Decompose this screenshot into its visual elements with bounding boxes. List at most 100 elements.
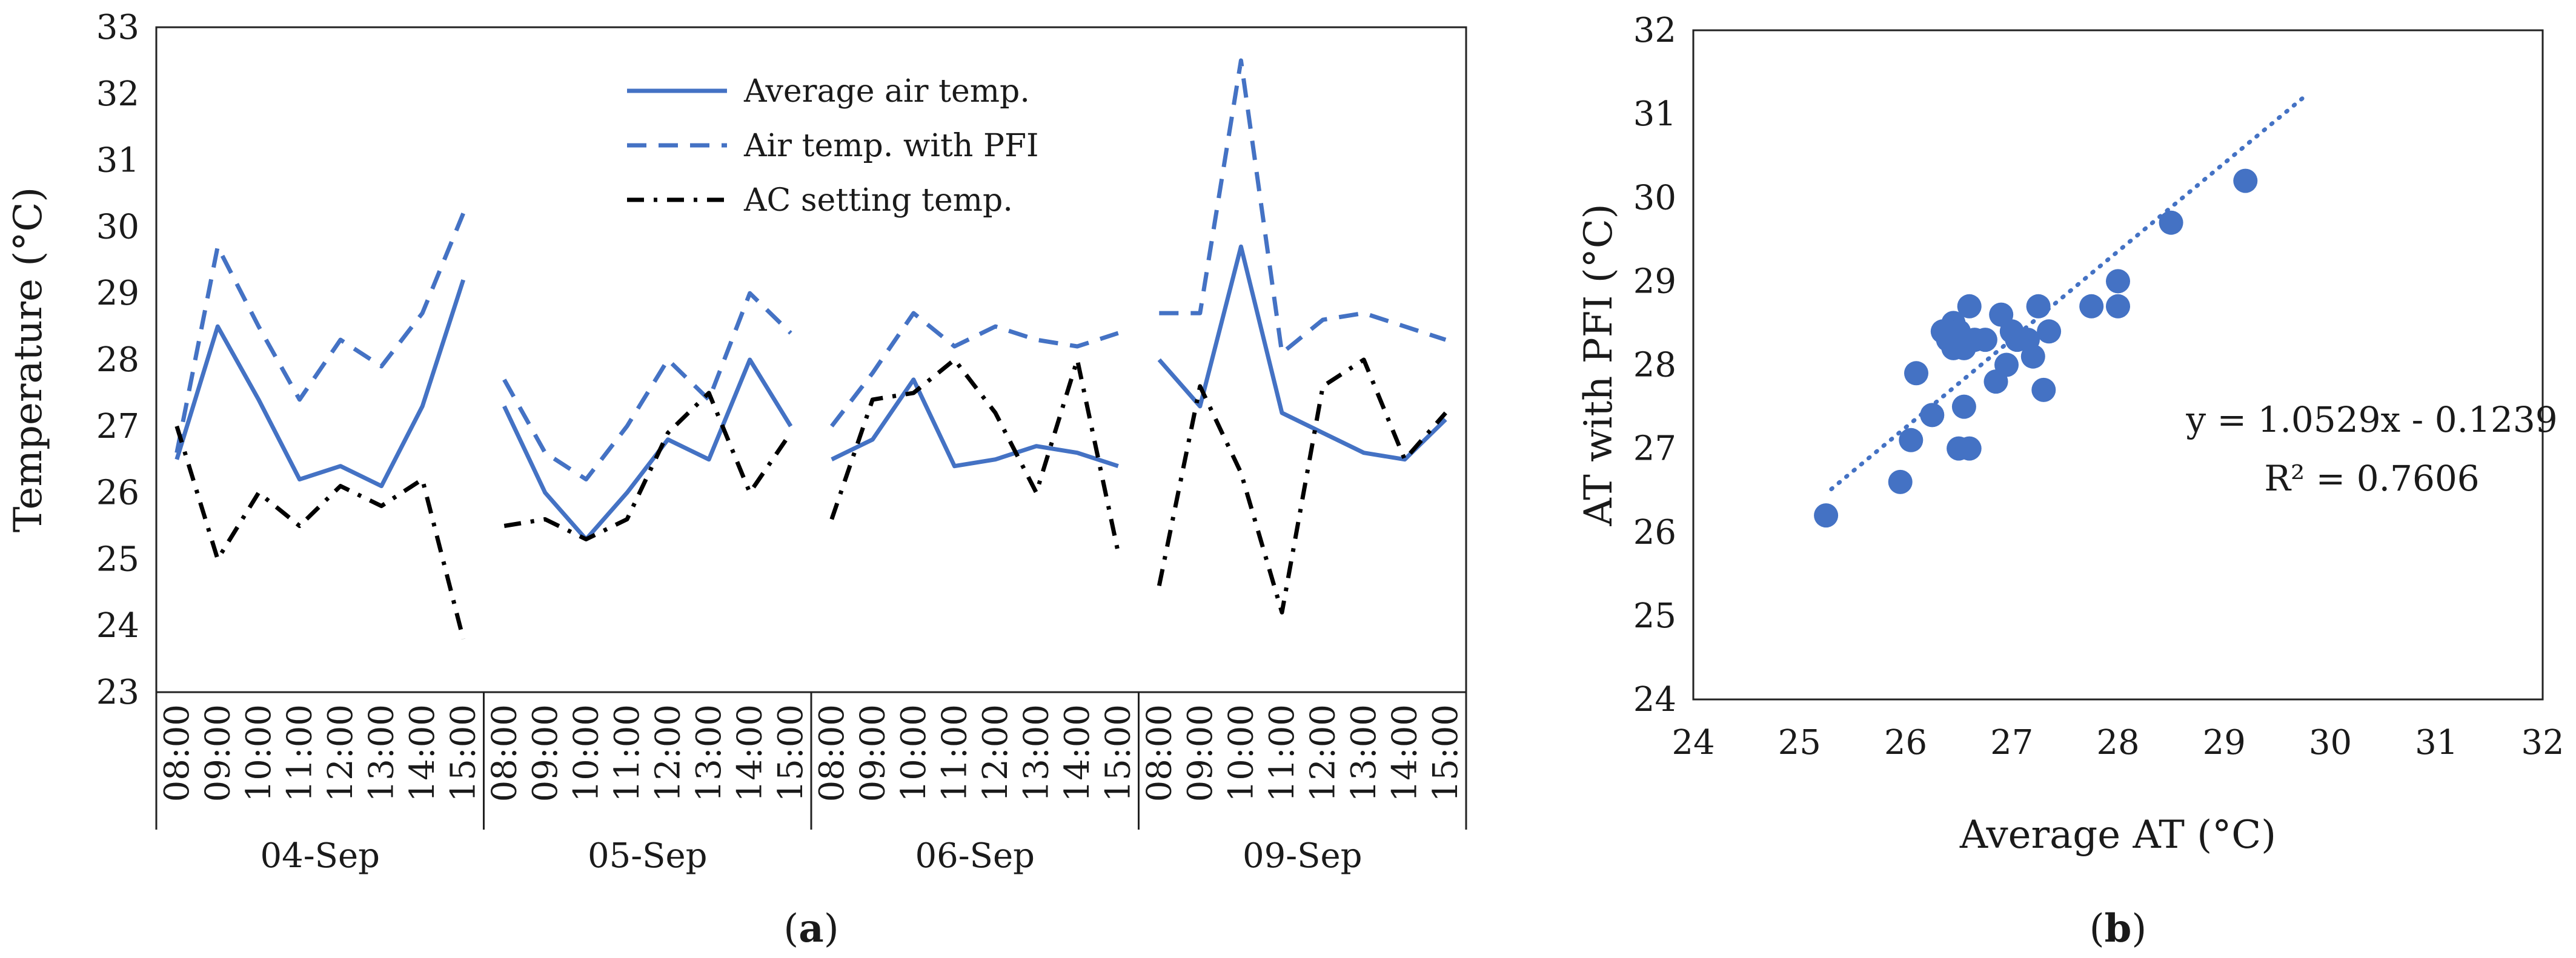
x-tick-label: 31 [2415, 723, 2458, 762]
trendline [1829, 95, 2306, 492]
series-line-segment [174, 425, 466, 640]
trendline-equation: y = 1.0529x - 0.1239 [2185, 399, 2557, 440]
y-tick-label: 29 [1633, 262, 1676, 301]
scatter-point [1951, 394, 1976, 419]
hour-tick-label: 11:00 [608, 704, 647, 802]
scatter-point [2233, 168, 2258, 193]
scatter-point [2020, 344, 2045, 369]
scatter-point [1899, 428, 1924, 452]
series-line-segment [502, 291, 792, 482]
y-tick-label: 32 [96, 74, 139, 114]
y-tick-label: 26 [96, 474, 139, 513]
panel-label-b: (b) [2090, 906, 2147, 951]
hour-tick-label: 08:00 [812, 704, 852, 802]
scatter-point [2026, 294, 2051, 319]
date-group-label: 05-Sep [588, 836, 708, 876]
series-line-segment [830, 311, 1119, 428]
hour-tick-label: 12:00 [321, 704, 360, 802]
hour-tick-label: 11:00 [280, 704, 319, 802]
legend: Average air temp. Air temp. with PFI AC se… [627, 73, 1039, 219]
y-axis-title: Temperature (°C) [6, 187, 51, 533]
scatter-point [1973, 328, 1997, 352]
panel-letter: b [2105, 906, 2132, 951]
panel-a-line-chart: 23 24 25 26 27 28 29 30 31 32 33 Temperature (°C) 08… [6, 8, 1467, 951]
date-group-label: 04-Sep [260, 836, 380, 876]
x-tick-label: 25 [1778, 723, 1821, 762]
hour-tick-label: 09:00 [198, 704, 237, 802]
y-tick-label: 25 [96, 540, 139, 579]
y-tick-label: 27 [96, 407, 139, 446]
scatter-points [1814, 168, 2258, 528]
y-tick-label: 30 [96, 207, 139, 246]
series-air-temp-with-pfi [174, 58, 1447, 482]
scatter-point [1957, 436, 1982, 461]
hour-tick-label: 09:00 [853, 704, 892, 802]
hour-tick-label: 13:00 [689, 704, 729, 802]
hour-tick-label: 14:00 [1386, 704, 1425, 802]
plot-area-frame [1692, 29, 2544, 701]
hour-tick-label: 15:00 [444, 704, 483, 802]
scatter-point [2159, 210, 2183, 235]
hour-tick-label: 12:00 [1304, 704, 1343, 802]
panel-b-scatter-chart: 24 25 26 27 28 29 30 31 32 24 25 26 27 28 29 30 31 32 Aver… [1576, 11, 2564, 951]
series-line-segment [829, 357, 1121, 553]
panel-letter: a [798, 906, 823, 951]
x-tick-label: 26 [1884, 723, 1927, 762]
hour-tick-label: 08:00 [158, 704, 197, 802]
y-tick-label: 26 [1633, 513, 1676, 552]
y-tick-label: 28 [1633, 346, 1676, 385]
hour-tick-label: 09:00 [526, 704, 565, 802]
scatter-point [1888, 469, 1913, 494]
legend-label: Average air temp. [743, 73, 1030, 110]
series-line-segment [1159, 58, 1447, 355]
hour-tick-label: 08:00 [1140, 704, 1179, 802]
series-ac-setting-temp [174, 357, 1447, 640]
y-tick-label: 31 [96, 141, 139, 180]
series-line-segment [503, 391, 793, 541]
series-line-segment [831, 377, 1119, 469]
scatter-point [2106, 269, 2130, 294]
legend-label: AC setting temp. [743, 182, 1013, 219]
hour-tick-label: 11:00 [935, 704, 974, 802]
scatter-point [1994, 352, 2019, 377]
series-line-segment [174, 279, 466, 489]
series-line-segment [174, 213, 465, 454]
hour-tick-label: 12:00 [649, 704, 688, 802]
scatter-point [1904, 361, 1928, 386]
scatter-point [2037, 319, 2062, 344]
y-tick-label: 33 [96, 8, 139, 47]
x-tick-label: 29 [2203, 723, 2246, 762]
y-tick-label: 32 [1633, 11, 1676, 50]
scatter-point [1920, 403, 1945, 428]
x-tick-label: 28 [2096, 723, 2139, 762]
scatter-point [1957, 294, 1982, 319]
date-group-label: 09-Sep [1243, 836, 1363, 876]
y-tick-label: 31 [1633, 94, 1676, 134]
y-tick-label: 27 [1633, 429, 1676, 469]
hour-tick-label: 10:00 [566, 704, 606, 802]
hour-tick-label: 15:00 [771, 704, 811, 802]
panel-label-a: (a) [783, 906, 838, 951]
y-tick-label: 30 [1633, 178, 1676, 217]
r-squared-label: R² = 0.7606 [2264, 458, 2479, 499]
hour-tick-label: 15:00 [1426, 704, 1466, 802]
x-tick-label: 24 [1671, 723, 1715, 762]
y-tick-label: 23 [96, 673, 139, 712]
scatter-point [2079, 294, 2104, 319]
hour-tick-label: 10:00 [239, 704, 279, 802]
x-tick-label: 27 [1990, 723, 2033, 762]
series-line-segment [502, 357, 793, 541]
hour-tick-label: 10:00 [894, 704, 934, 802]
series-average-air-temp [174, 244, 1447, 541]
hour-tick-label: 14:00 [403, 704, 442, 802]
scatter-point [2106, 294, 2130, 319]
y-tick-label: 28 [96, 340, 139, 380]
x-tick-label: 30 [2309, 723, 2352, 762]
hour-tick-label: 13:00 [1017, 704, 1057, 802]
hour-tick-label: 14:00 [731, 704, 770, 802]
y-tick-label: 29 [96, 274, 139, 313]
legend-label: Air temp. with PFI [743, 128, 1039, 164]
hour-tick-label: 15:00 [1099, 704, 1138, 802]
y-tick-label: 24 [1633, 680, 1676, 719]
